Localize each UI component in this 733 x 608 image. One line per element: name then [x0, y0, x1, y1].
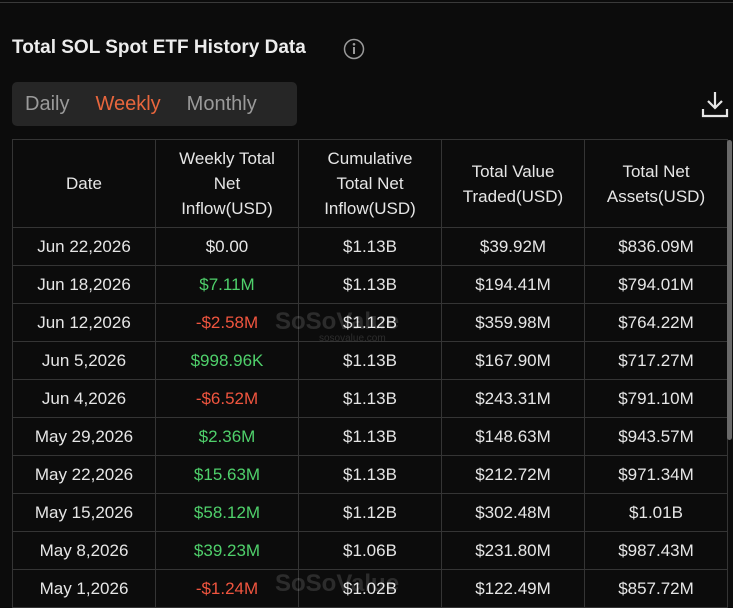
table-cell: $0.00	[155, 227, 299, 266]
table-cell: Jun 5,2026	[12, 341, 156, 380]
column-header: Date	[12, 139, 156, 228]
table-cell: May 15,2026	[12, 493, 156, 532]
table-cell: $1.13B	[298, 265, 442, 304]
divider	[0, 2, 733, 3]
table-cell: $1.13B	[298, 417, 442, 456]
table-row: Jun 22,2026 $0.00 $1.13B $39.92M $836.09M	[12, 227, 728, 266]
table-cell: $1.13B	[298, 379, 442, 418]
table-cell: May 8,2026	[12, 531, 156, 570]
info-icon[interactable]	[343, 38, 365, 60]
table-row: May 29,2026 $2.36M $1.13B $148.63M $943.57M	[12, 417, 728, 456]
table-cell: $1.13B	[298, 455, 442, 494]
table-cell: $998.96K	[155, 341, 299, 380]
table-cell: $836.09M	[584, 227, 728, 266]
table-cell: $2.36M	[155, 417, 299, 456]
table-cell: $231.80M	[441, 531, 585, 570]
table-cell: May 22,2026	[12, 455, 156, 494]
table-row: May 8,2026 $39.23M $1.06B $231.80M $987.43M	[12, 531, 728, 570]
table-row: May 15,2026 $58.12M $1.12B $302.48M $1.01B	[12, 493, 728, 532]
table-cell: Jun 22,2026	[12, 227, 156, 266]
table-cell: $212.72M	[441, 455, 585, 494]
table-cell: Jun 18,2026	[12, 265, 156, 304]
tab[interactable]: Weekly	[95, 92, 161, 115]
watermark: SoSoValue sosovalue.com	[275, 308, 399, 344]
page-title: Total SOL Spot ETF History Data	[12, 37, 306, 58]
watermark-url: sosovalue.com	[319, 333, 386, 344]
table-cell: $1.12B	[298, 493, 442, 532]
table-cell: $764.22M	[584, 303, 728, 342]
table-cell: $302.48M	[441, 493, 585, 532]
column-header: Weekly Total Net Inflow(USD)	[155, 139, 299, 228]
table-cell: $15.63M	[155, 455, 299, 494]
table-cell: $1.13B	[298, 341, 442, 380]
table-cell: $943.57M	[584, 417, 728, 456]
download-button[interactable]	[700, 89, 730, 119]
column-header-text: Weekly Total Net Inflow(USD)	[179, 149, 275, 218]
table-cell: $971.34M	[584, 455, 728, 494]
table-cell: May 1,2026	[12, 569, 156, 608]
tab[interactable]: Monthly	[186, 92, 257, 115]
table-row: Jun 18,2026 $7.11M $1.13B $194.41M $794.01M	[12, 265, 728, 304]
table-row: Jun 4,2026 -$6.52M $1.13B $243.31M $791.10M	[12, 379, 728, 418]
table-cell: $7.11M	[155, 265, 299, 304]
table-cell: $857.72M	[584, 569, 728, 608]
table-cell: $1.13B	[298, 227, 442, 266]
column-header-text: Total Net Assets(USD)	[606, 161, 706, 206]
column-header-text: Date	[66, 174, 102, 193]
table-cell: $148.63M	[441, 417, 585, 456]
table-row: Jun 12,2026 -$2.58M $1.12B $359.98M $764.22M	[12, 303, 728, 342]
table-cell: Jun 4,2026	[12, 379, 156, 418]
column-header: Total Value Traded(USD)	[441, 139, 585, 228]
table-cell: $717.27M	[584, 341, 728, 380]
table-cell: $359.98M	[441, 303, 585, 342]
table-cell: $243.31M	[441, 379, 585, 418]
watermark-brand: SoSoValue	[275, 570, 400, 597]
table-cell: $39.92M	[441, 227, 585, 266]
column-header: Cumulative Total Net Inflow(USD)	[298, 139, 442, 228]
table-cell: $1.01B	[584, 493, 728, 532]
table-cell: $122.49M	[441, 569, 585, 608]
table-row: Jun 5,2026 $998.96K $1.13B $167.90M $717.27M	[12, 341, 728, 380]
history-table: Date Weekly Total Net Inflow(USD) Cumulati…	[12, 139, 728, 608]
watermark-brand: SoSoValue	[275, 308, 400, 335]
table-cell: $1.06B	[298, 531, 442, 570]
column-header-text: Total Value Traded(USD)	[462, 161, 564, 206]
column-header: Total Net Assets(USD)	[584, 139, 728, 228]
tab[interactable]: Daily	[25, 92, 70, 115]
column-header-text: Cumulative Total Net Inflow(USD)	[324, 149, 416, 218]
tab-bar: Daily Weekly Monthly	[12, 82, 297, 126]
table-row: May 22,2026 $15.63M $1.13B $212.72M $971.34M	[12, 455, 728, 494]
table-cell: $987.43M	[584, 531, 728, 570]
table-cell: $167.90M	[441, 341, 585, 380]
table-cell: -$6.52M	[155, 379, 299, 418]
table-cell: -$2.58M	[155, 303, 299, 342]
table-cell: May 29,2026	[12, 417, 156, 456]
watermark: SoSoValue	[275, 570, 399, 598]
table-cell: Jun 12,2026	[12, 303, 156, 342]
table-cell: $58.12M	[155, 493, 299, 532]
scrollbar[interactable]	[727, 140, 732, 440]
table-cell: $194.41M	[441, 265, 585, 304]
table-cell: $794.01M	[584, 265, 728, 304]
table-cell: $791.10M	[584, 379, 728, 418]
table-cell: $39.23M	[155, 531, 299, 570]
